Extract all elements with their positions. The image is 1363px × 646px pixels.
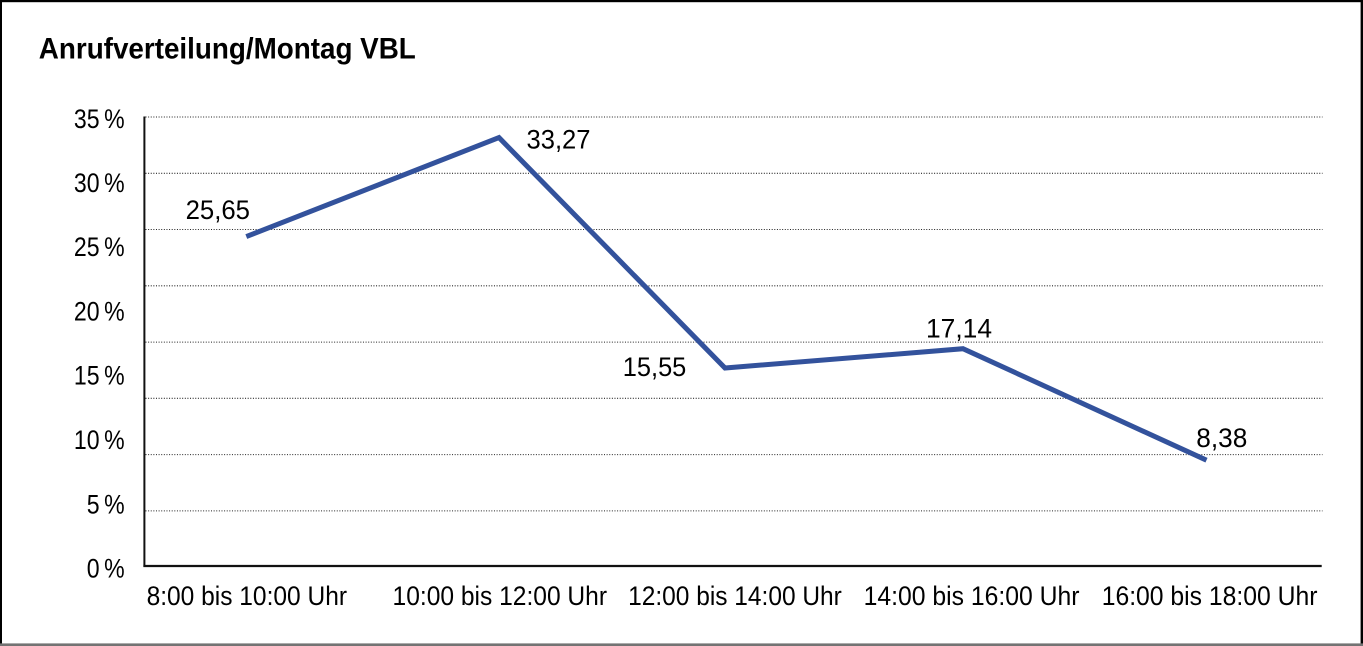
svg-text:15 %: 15 % (74, 361, 125, 391)
svg-text:25 %: 25 % (74, 232, 125, 262)
svg-text:33,27: 33,27 (527, 124, 591, 154)
svg-text:25,65: 25,65 (186, 195, 250, 225)
svg-text:17,14: 17,14 (926, 314, 992, 344)
svg-text:8,38: 8,38 (1196, 423, 1247, 453)
svg-text:10 %: 10 % (74, 425, 125, 455)
svg-text:8:00 bis 10:00 Uhr: 8:00 bis 10:00 Uhr (147, 581, 347, 611)
svg-text:12:00 bis 14:00 Uhr: 12:00 bis 14:00 Uhr (628, 581, 842, 611)
svg-text:15,55: 15,55 (623, 352, 687, 382)
svg-text:5 %: 5 % (87, 489, 125, 519)
svg-text:Anrufverteilung/Montag VBL: Anrufverteilung/Montag VBL (39, 33, 416, 66)
svg-text:16:00 bis 18:00 Uhr: 16:00 bis 18:00 Uhr (1102, 581, 1318, 611)
svg-text:0 %: 0 % (87, 553, 125, 583)
svg-text:20 %: 20 % (74, 296, 125, 326)
svg-text:14:00 bis 16:00 Uhr: 14:00 bis 16:00 Uhr (864, 581, 1080, 611)
svg-text:10:00 bis 12:00 Uhr: 10:00 bis 12:00 Uhr (393, 581, 608, 611)
svg-text:30 %: 30 % (74, 168, 125, 198)
svg-text:35 %: 35 % (74, 104, 125, 134)
